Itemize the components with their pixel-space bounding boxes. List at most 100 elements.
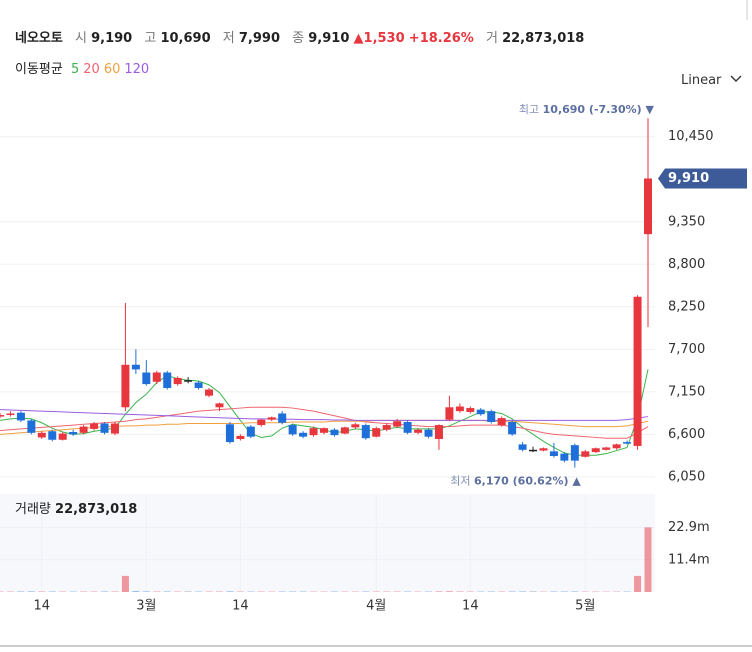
candle-body bbox=[570, 445, 579, 461]
candle-body bbox=[549, 451, 558, 456]
candle-body bbox=[184, 380, 193, 382]
candle-body bbox=[455, 406, 464, 412]
candle-body bbox=[0, 415, 4, 417]
candle-body bbox=[633, 296, 642, 446]
candle-body bbox=[16, 412, 25, 421]
ma-line bbox=[0, 419, 649, 435]
volume-bar bbox=[634, 575, 642, 592]
note-label: 최고 bbox=[519, 103, 539, 116]
field-label: 저 bbox=[222, 31, 235, 46]
candle-body bbox=[100, 423, 109, 433]
note-text: 10,690 (-7.30%) ▼ bbox=[543, 103, 655, 116]
note-label: 최저 bbox=[450, 475, 470, 488]
change: ▲1,530 bbox=[353, 31, 405, 46]
candle-body bbox=[508, 421, 517, 435]
volume-bar bbox=[644, 527, 652, 592]
candle-body bbox=[110, 423, 119, 434]
candle-body bbox=[403, 421, 412, 433]
field-value: 9,190 bbox=[91, 31, 133, 46]
candle-body bbox=[320, 428, 328, 433]
candle-body bbox=[434, 425, 443, 439]
y-tick-label: 6,600 bbox=[668, 427, 705, 442]
volume-bar bbox=[27, 591, 35, 592]
field-label: 종 bbox=[292, 31, 305, 46]
field-value: 9,910 bbox=[308, 31, 350, 46]
candle-body bbox=[445, 407, 454, 420]
candle-body bbox=[309, 428, 318, 436]
candle-body bbox=[581, 451, 590, 457]
candle-body bbox=[529, 449, 538, 452]
stock-name: 네오오토 bbox=[15, 31, 63, 46]
candle-body bbox=[487, 411, 496, 422]
ma-line bbox=[0, 369, 649, 456]
stock-header: 네오오토 시 9,190 고 10,690 저 7,990 종 9,910 ▲1… bbox=[15, 27, 584, 46]
ma-line bbox=[0, 409, 649, 421]
candle-body bbox=[69, 432, 78, 435]
y-tick-label: 10,450 bbox=[668, 129, 714, 144]
field-value: 22,873,018 bbox=[502, 31, 585, 46]
candle-body bbox=[236, 435, 245, 439]
y-tick-label: 22.9m bbox=[668, 520, 710, 535]
candle-body bbox=[6, 413, 15, 416]
volume-bar bbox=[17, 591, 25, 592]
volume-bar bbox=[456, 591, 464, 592]
y-tick-label: 8,800 bbox=[668, 257, 705, 272]
volume-bar bbox=[519, 591, 527, 592]
candle-body bbox=[518, 444, 527, 450]
candle-body bbox=[152, 372, 161, 382]
volume-title-value: 22,873,018 bbox=[55, 502, 137, 517]
price-tag-label: 9,910 bbox=[668, 171, 709, 186]
candle-body bbox=[330, 429, 339, 436]
scale-mode[interactable]: Linear bbox=[681, 73, 722, 88]
x-tick-label: 14 bbox=[34, 599, 51, 614]
field-label: 시 bbox=[74, 31, 87, 46]
candle-body bbox=[414, 429, 423, 433]
candle-body bbox=[424, 429, 433, 437]
volume-title: 거래량 22,873,018 bbox=[15, 502, 137, 517]
candle-body bbox=[225, 424, 234, 443]
candle-body bbox=[393, 421, 402, 427]
x-tick-label: 4월 bbox=[366, 599, 386, 614]
volume-bar bbox=[142, 591, 150, 592]
candle-body bbox=[173, 377, 182, 385]
candle-body bbox=[257, 419, 266, 426]
change-pct: +18.26% bbox=[408, 31, 474, 46]
candle-body bbox=[58, 433, 67, 440]
volume-bar bbox=[132, 591, 140, 592]
low-note: 최저 6,170 (60.62%) ▲ bbox=[450, 475, 581, 488]
candle-body bbox=[215, 403, 224, 408]
candle-body bbox=[351, 424, 360, 428]
candle-body bbox=[121, 364, 130, 408]
candle-body bbox=[466, 408, 475, 412]
candle-body bbox=[560, 453, 569, 461]
volume-bar bbox=[435, 591, 443, 592]
candle-body bbox=[382, 425, 391, 430]
volume-bar bbox=[445, 591, 453, 592]
candle-body bbox=[476, 409, 485, 415]
x-tick-label: 14 bbox=[232, 599, 249, 614]
candle-body bbox=[79, 426, 88, 433]
ma-legend-item: 20 bbox=[83, 62, 100, 77]
candle-body bbox=[361, 425, 370, 439]
chevron bbox=[730, 75, 742, 82]
candle-body bbox=[27, 420, 36, 433]
field-label: 고 bbox=[144, 31, 157, 46]
ma-legend-item: 5 bbox=[70, 62, 80, 77]
candle-body bbox=[267, 417, 276, 420]
candle-body bbox=[340, 427, 349, 434]
candle-body bbox=[163, 372, 172, 388]
scale-dropdown[interactable]: Linear bbox=[681, 73, 742, 88]
candle-body bbox=[90, 423, 99, 429]
y-tick-label: 9,350 bbox=[668, 214, 705, 229]
y-tick-label: 8,250 bbox=[668, 299, 705, 314]
candle-body bbox=[37, 432, 46, 438]
ma-line bbox=[0, 406, 649, 439]
y-tick-label: 7,700 bbox=[668, 342, 705, 357]
candle-body bbox=[246, 426, 255, 437]
volume-bar bbox=[226, 591, 234, 592]
candle-body bbox=[612, 444, 621, 449]
candle-body bbox=[539, 448, 548, 451]
candle-body bbox=[278, 413, 287, 423]
